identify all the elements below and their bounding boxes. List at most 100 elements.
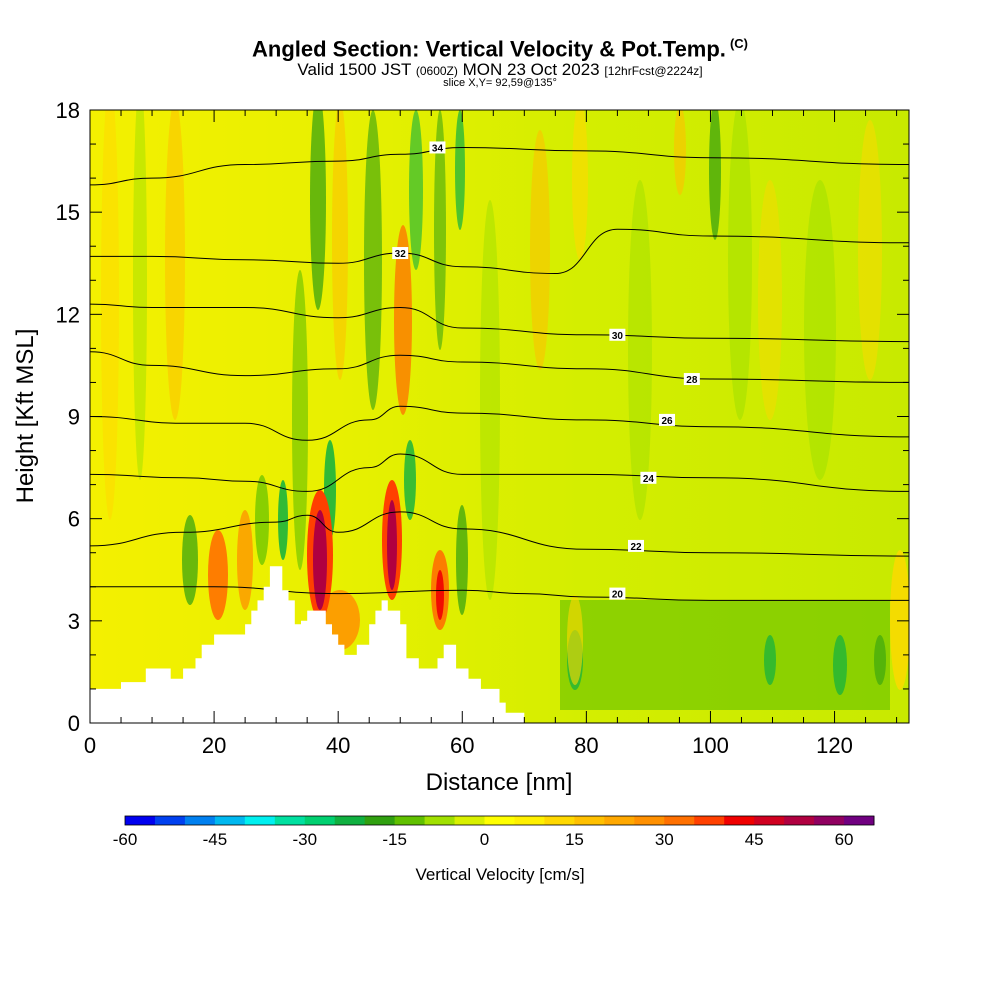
theta-label-bg bbox=[659, 413, 676, 426]
y-tick-label: 6 bbox=[68, 507, 80, 532]
theta-contour-label: 30 bbox=[612, 331, 624, 342]
colorbar-swatch bbox=[574, 816, 605, 825]
velocity-streak bbox=[530, 130, 550, 370]
velocity-streak bbox=[332, 110, 348, 380]
theta-label-bg bbox=[640, 471, 657, 484]
velocity-streak bbox=[572, 110, 588, 260]
colorbar: -60 -45 -30 -15 0 15 30 45 60 bbox=[113, 815, 875, 849]
x-tick-label: 0 bbox=[84, 733, 96, 758]
colorbar-swatch bbox=[754, 816, 785, 825]
y-axis-title: Height [Kft MSL] bbox=[12, 329, 39, 504]
x-tick-label: 100 bbox=[692, 733, 729, 758]
theta-contours: 20 22 24 26 28 30 32 34 bbox=[90, 141, 909, 601]
x-tick-label: 120 bbox=[816, 733, 853, 758]
colorbar-swatch bbox=[394, 816, 426, 825]
theta-label-bg bbox=[429, 141, 446, 154]
colorbar-swatch bbox=[334, 816, 366, 825]
colorbar-tick-label: 15 bbox=[565, 830, 584, 849]
y-tick-label: 0 bbox=[68, 711, 80, 736]
colorbar-swatch bbox=[424, 816, 456, 825]
y-tick-label: 15 bbox=[56, 200, 80, 225]
theta-contour-label: 22 bbox=[630, 542, 642, 553]
theta-label-bg bbox=[392, 247, 409, 260]
theta-contour-28 bbox=[90, 351, 909, 383]
theta-contour-20 bbox=[90, 586, 909, 601]
velocity-streak bbox=[455, 110, 465, 230]
velocity-streak bbox=[567, 595, 583, 685]
colorbar-swatch bbox=[154, 816, 186, 825]
slice-info: slice X,Y= 92,59@135° bbox=[443, 77, 557, 89]
forecast-info: [12hrFcst@2224z] bbox=[604, 64, 703, 78]
colorbar-swatch bbox=[784, 816, 815, 825]
colorbar-tick-label: 30 bbox=[655, 830, 674, 849]
colorbar-swatch bbox=[214, 816, 246, 825]
colorbar-tick-label: -60 bbox=[113, 830, 138, 849]
x-tick-label: 40 bbox=[326, 733, 350, 758]
y-tick-label: 9 bbox=[68, 405, 80, 430]
colorbar-tick-label: -45 bbox=[203, 830, 228, 849]
y-tick-label: 12 bbox=[56, 302, 80, 327]
colorbar-swatch bbox=[664, 816, 695, 825]
colorbar-swatch bbox=[544, 816, 575, 825]
colorbar-tick-label: 0 bbox=[480, 830, 489, 849]
velocity-streak bbox=[858, 120, 882, 380]
velocity-streak bbox=[674, 110, 686, 195]
theta-contour-label: 26 bbox=[661, 416, 673, 427]
colorbar-swatch bbox=[844, 816, 875, 825]
velocity-streak bbox=[101, 110, 119, 520]
velocity-streak bbox=[208, 530, 228, 620]
theta-contour-label: 32 bbox=[395, 249, 407, 260]
velocity-streak bbox=[133, 110, 147, 480]
theta-contour-label: 24 bbox=[643, 474, 655, 485]
velocity-streak bbox=[480, 200, 500, 600]
colorbar-swatch bbox=[634, 816, 665, 825]
colorbar-swatch bbox=[304, 816, 336, 825]
velocity-streak bbox=[804, 180, 836, 480]
colorbar-swatch bbox=[484, 816, 515, 825]
theta-contour-26 bbox=[90, 405, 909, 441]
velocity-streak bbox=[255, 475, 269, 565]
title-units: (C) bbox=[729, 36, 748, 51]
velocity-streak bbox=[628, 180, 652, 520]
plot-area: 20 22 24 26 28 30 32 34 bbox=[90, 110, 909, 723]
velocity-streak bbox=[728, 110, 752, 420]
colorbar-swatch bbox=[724, 816, 755, 825]
velocity-streak bbox=[278, 480, 288, 560]
x-tick-label: 60 bbox=[450, 733, 474, 758]
y-tick-label: 18 bbox=[56, 98, 80, 123]
theta-label-bg bbox=[609, 587, 626, 600]
velocity-streak bbox=[890, 550, 909, 690]
utc-time: (0600Z) bbox=[415, 64, 458, 78]
valid-date: MON 23 Oct 2023 bbox=[462, 60, 600, 79]
colorbar-swatch bbox=[814, 816, 845, 825]
velocity-streak bbox=[387, 500, 397, 590]
velocity-streak bbox=[182, 515, 198, 605]
colorbar-swatch bbox=[274, 816, 306, 825]
theta-contour-32 bbox=[90, 228, 909, 275]
velocity-streak bbox=[310, 110, 326, 310]
colorbar-title: Vertical Velocity [cm/s] bbox=[415, 865, 584, 884]
velocity-streak bbox=[436, 570, 444, 620]
colorbar-tick-label: 60 bbox=[835, 830, 854, 849]
colorbar-swatch bbox=[694, 816, 725, 825]
x-axis-title: Distance [nm] bbox=[426, 769, 573, 796]
velocity-streak bbox=[833, 635, 847, 695]
velocity-streak bbox=[874, 635, 886, 685]
theta-label-bg bbox=[628, 539, 644, 552]
velocity-streak bbox=[758, 180, 782, 420]
velocity-streak bbox=[709, 110, 721, 240]
theta-contour-24 bbox=[90, 453, 909, 492]
colorbar-swatch bbox=[125, 816, 156, 825]
theta-contour-30 bbox=[90, 303, 909, 343]
colorbar-swatch bbox=[244, 816, 276, 825]
valid-time: Valid 1500 JST bbox=[297, 60, 412, 79]
colorbar-swatch bbox=[184, 816, 216, 825]
velocity-streak bbox=[434, 110, 446, 350]
theta-contour-label: 20 bbox=[612, 590, 624, 601]
colorbar-swatch bbox=[454, 816, 486, 825]
colorbar-frame bbox=[124, 815, 875, 826]
theta-label-bg bbox=[609, 328, 626, 341]
chart-subtitle: Valid 1500 JST (0600Z) MON 23 Oct 2023 [… bbox=[0, 60, 1000, 80]
velocity-streak bbox=[404, 440, 416, 520]
